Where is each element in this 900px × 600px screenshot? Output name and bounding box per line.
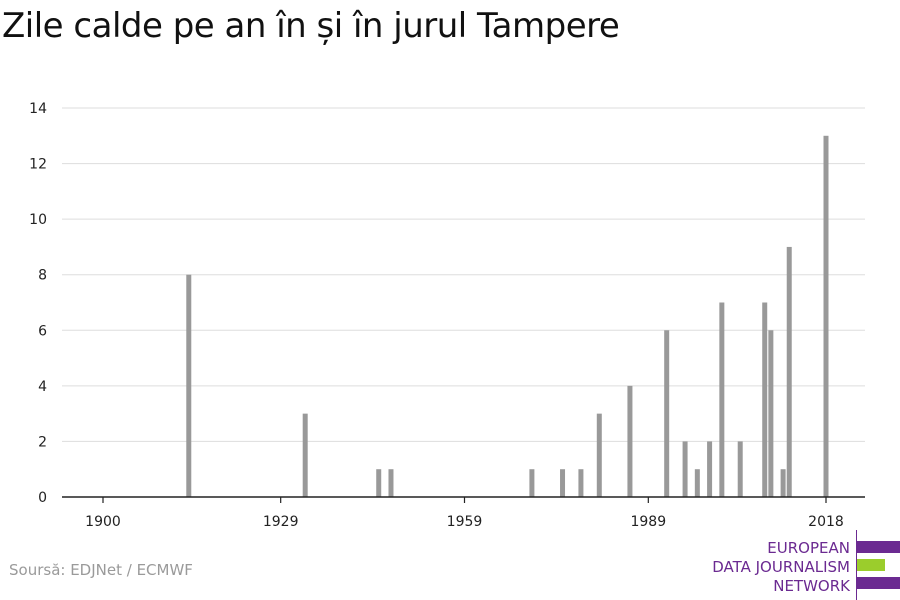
gridlines (62, 107, 865, 442)
logo-line-1: EUROPEAN (767, 539, 850, 557)
chart-title: Zile calde pe an în și în jurul Tampere (2, 6, 620, 46)
y-tick-label: 0 (38, 490, 47, 506)
bar (627, 385, 633, 497)
y-tick-label: 14 (29, 101, 47, 117)
logo-divider (856, 530, 857, 600)
logo-line-2: DATA JOURNALISM (712, 558, 850, 576)
bar (768, 330, 774, 497)
bar (707, 441, 713, 497)
x-axis-ticks: 1900 1929 1959 1989 2018 (85, 497, 844, 530)
bar (388, 469, 394, 497)
logo-bar-bottom (857, 577, 900, 589)
edjnet-logo: EUROPEAN DATA JOURNALISM NETWORK (690, 530, 900, 600)
y-tick-label: 4 (38, 379, 47, 395)
x-tick-label: 1929 (263, 514, 299, 530)
y-axis-ticks: 0 2 4 6 8 10 12 14 (29, 101, 47, 506)
bars (186, 135, 829, 498)
bar (786, 246, 792, 497)
y-tick-label: 2 (38, 434, 47, 450)
y-tick-label: 6 (38, 323, 47, 339)
logo-line-3: NETWORK (773, 577, 850, 595)
bar (376, 469, 382, 497)
x-tick-label: 1989 (630, 514, 666, 530)
bar (823, 135, 829, 498)
source-note: Soursă: EDJNet / ECMWF (9, 561, 193, 579)
x-tick-label: 1900 (85, 514, 121, 530)
bar (694, 469, 700, 497)
bar (762, 302, 768, 497)
bar (664, 330, 670, 497)
y-tick-label: 12 (29, 157, 47, 173)
x-tick-label: 1959 (447, 514, 483, 530)
bar (578, 469, 584, 497)
logo-bar-middle (857, 559, 885, 571)
logo-bar-top (857, 541, 900, 553)
bar (719, 302, 725, 497)
bar (560, 469, 566, 497)
bar (529, 469, 535, 497)
bar (596, 413, 602, 497)
bar (780, 469, 786, 497)
y-tick-label: 8 (38, 268, 47, 284)
bar (682, 441, 688, 497)
bar (737, 441, 743, 497)
y-tick-label: 10 (29, 212, 47, 228)
bar (186, 274, 192, 497)
x-tick-label: 2018 (808, 514, 844, 530)
bar (302, 413, 308, 497)
